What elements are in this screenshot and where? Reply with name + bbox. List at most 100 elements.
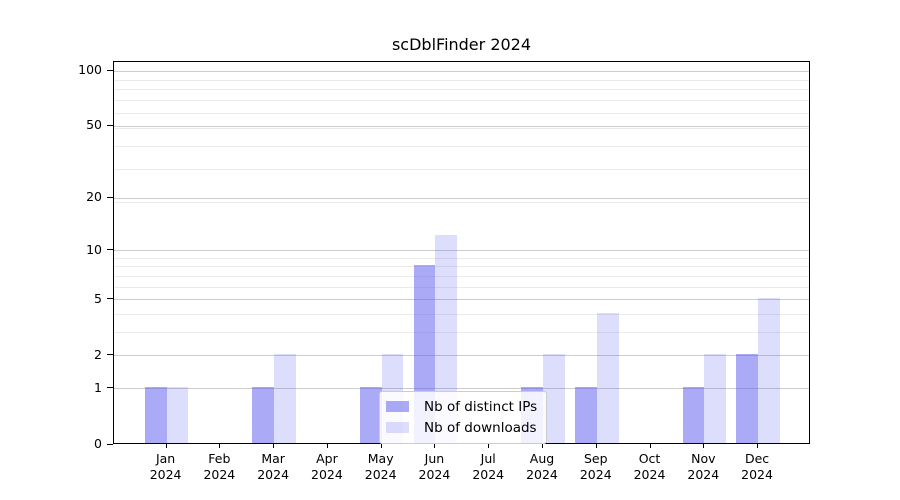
x-tick-month: Apr <box>316 451 338 466</box>
bar-ips-nov <box>682 386 705 443</box>
y-tick-label-2: 2 <box>94 346 102 362</box>
gridline-major-20 <box>114 197 809 199</box>
y-tick-mark-10 <box>107 249 113 251</box>
gridline-major-100 <box>114 70 809 72</box>
y-tick-label-1: 1 <box>94 379 102 395</box>
x-tick-mark-jun <box>434 444 436 448</box>
bar-ips-dec <box>736 354 759 443</box>
x-tick-label-may: May 2024 <box>349 451 413 482</box>
bar-ips-may <box>359 386 382 443</box>
gridline-minor <box>114 71 809 73</box>
y-tick-mark-0 <box>107 443 113 445</box>
x-tick-month: Jul <box>480 451 496 466</box>
bars-layer <box>114 62 809 443</box>
legend-swatch-downloads <box>386 422 409 433</box>
legend-swatch-distinct-ips <box>386 401 409 412</box>
x-tick-month: Jun <box>424 451 445 466</box>
legend-item-distinct-ips: Nb of distinct IPs <box>386 398 537 415</box>
x-tick-mark-aug <box>541 444 543 448</box>
x-tick-label-jan: Jan 2024 <box>134 451 198 482</box>
x-tick-year: 2024 <box>149 466 182 482</box>
x-tick-label-aug: Aug 2024 <box>510 451 574 482</box>
gridline-minor <box>114 168 809 170</box>
x-tick-label-feb: Feb 2024 <box>187 451 251 482</box>
x-tick-year: 2024 <box>311 466 343 482</box>
y-tick-mark-5 <box>107 298 113 300</box>
x-tick-mark-oct <box>649 444 651 448</box>
x-tick-label-sep: Sep 2024 <box>564 451 628 482</box>
x-tick-label-jul: Jul 2024 <box>456 451 520 482</box>
gridline-minor <box>114 127 809 129</box>
y-tick-mark-20 <box>107 196 113 198</box>
x-tick-month: Oct <box>638 451 661 466</box>
x-tick-mark-sep <box>595 444 597 448</box>
x-tick-mark-jul <box>488 444 490 448</box>
x-tick-mark-may <box>380 444 382 448</box>
x-tick-month: Aug <box>529 451 555 466</box>
x-tick-month: Dec <box>744 451 770 466</box>
gridline-major-10 <box>114 250 809 252</box>
x-tick-label-mar: Mar 2024 <box>241 451 305 482</box>
bar-downloads-mar <box>274 354 296 443</box>
x-tick-year: 2024 <box>418 466 451 482</box>
y-tick-label-100: 100 <box>78 62 102 78</box>
gridline-minor <box>114 286 809 288</box>
bar-ips-sep <box>574 386 597 443</box>
gridline-minor <box>114 201 809 203</box>
bar-ips-mar <box>252 386 275 443</box>
y-tick-label-50: 50 <box>86 117 102 133</box>
gridline-minor <box>114 314 809 316</box>
x-tick-label-nov: Nov 2024 <box>671 451 735 482</box>
bar-downloads-jan <box>166 386 189 443</box>
gridline-minor <box>114 276 809 278</box>
x-tick-year: 2024 <box>633 466 666 482</box>
x-tick-year: 2024 <box>472 466 505 482</box>
legend-label-distinct-ips: Nb of distinct IPs <box>424 398 538 415</box>
gridline-minor <box>114 332 809 334</box>
gridline-major-5 <box>114 299 809 301</box>
y-tick-label-10: 10 <box>86 241 102 257</box>
y-tick-mark-1 <box>107 387 113 389</box>
x-tick-mark-mar <box>273 444 275 448</box>
y-tick-mark-2 <box>107 354 113 356</box>
y-tick-mark-50 <box>107 124 113 126</box>
x-tick-mark-jan <box>165 444 167 448</box>
x-tick-year: 2024 <box>257 466 290 482</box>
y-tick-label-5: 5 <box>94 290 102 306</box>
x-tick-year: 2024 <box>687 466 720 482</box>
x-tick-label-oct: Oct 2024 <box>618 451 682 482</box>
x-tick-mark-dec <box>757 444 759 448</box>
gridline-major-1 <box>114 388 809 390</box>
legend-label-downloads: Nb of downloads <box>424 419 537 436</box>
x-tick-label-apr: Apr 2024 <box>295 451 359 482</box>
x-tick-year: 2024 <box>579 466 612 482</box>
bar-downloads-dec <box>758 297 780 443</box>
gridline-minor <box>114 145 809 147</box>
gridline-minor <box>114 266 809 268</box>
x-tick-year: 2024 <box>526 466 558 482</box>
y-tick-label-20: 20 <box>86 189 102 205</box>
y-tick-mark-100 <box>107 69 113 71</box>
x-tick-month: Sep <box>583 451 608 466</box>
x-tick-year: 2024 <box>203 466 236 482</box>
x-tick-year: 2024 <box>741 466 773 482</box>
y-tick-label-0: 0 <box>94 436 102 451</box>
x-tick-month: Nov <box>691 451 716 466</box>
gridline-minor <box>114 112 809 114</box>
x-tick-month: Jan <box>155 451 176 466</box>
x-tick-month: Mar <box>261 451 285 466</box>
x-tick-month: Feb <box>208 451 231 466</box>
x-tick-mark-apr <box>326 444 328 448</box>
x-tick-month: May <box>367 451 394 466</box>
gridline-minor <box>114 100 809 102</box>
legend: Nb of distinct IPs Nb of downloads <box>379 391 548 444</box>
x-tick-label-dec: Dec 2024 <box>725 451 789 482</box>
gridline-minor <box>114 79 809 81</box>
gridline-minor <box>114 257 809 259</box>
x-tick-mark-nov <box>703 444 705 448</box>
bar-downloads-nov <box>704 354 727 443</box>
gridline-major-2 <box>114 355 809 357</box>
plot-area: Nb of distinct IPs Nb of downloads <box>113 61 810 444</box>
x-tick-year: 2024 <box>364 466 397 482</box>
